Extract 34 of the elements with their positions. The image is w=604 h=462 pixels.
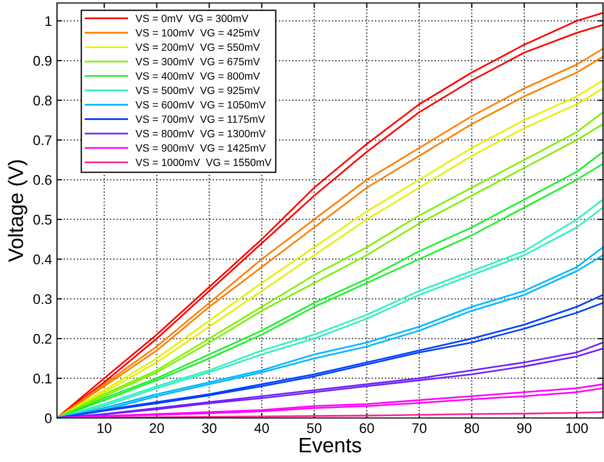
y-tick-label: 0 <box>44 413 52 424</box>
legend-label: VS = 300mV VG = 675mV <box>136 58 260 66</box>
legend-label: VS = 200mV VG = 550mV <box>136 44 260 51</box>
legend-label: VS = 600mV VG = 1050mV <box>136 101 266 108</box>
legend-label: VS = 500mV VG = 925mV <box>136 86 260 94</box>
x-tick-label: 50 <box>307 423 322 434</box>
x-tick-label: 40 <box>254 423 269 434</box>
x-tick-label: 70 <box>412 423 426 434</box>
y-tick-label: 0.7 <box>33 135 52 146</box>
y-tick-label: 0.9 <box>33 56 52 66</box>
y-tick-label: 0.5 <box>33 214 52 225</box>
legend-label: VS = 0mV VG = 300mV <box>136 14 248 22</box>
y-tick-label: 0.1 <box>33 374 52 384</box>
legend-label: VS = 800mV VG = 1300mV <box>136 130 266 138</box>
y-tick-label: 1 <box>45 16 52 26</box>
legend-label: VS = 400mV VG = 800mV <box>136 72 260 80</box>
legend-label: VS = 100mV VG = 425mV <box>136 29 260 36</box>
y-tick-label: 0.6 <box>33 175 52 185</box>
legend-label: VS = 900mV VG = 1425mV <box>136 144 266 152</box>
x-tick-label: 20 <box>150 423 164 434</box>
x-tick-label: 90 <box>517 423 532 434</box>
x-tick-label: 30 <box>202 423 216 434</box>
x-axis-title: Events <box>300 438 362 452</box>
y-tick-label: 0.4 <box>33 254 52 264</box>
x-tick-label: 80 <box>464 423 479 434</box>
x-tick-label: 100 <box>566 423 588 434</box>
y-axis-title: Voltage (V) <box>8 160 28 262</box>
y-tick-label: 0.2 <box>33 334 52 344</box>
legend-label: VS = 700mV VG = 1175mV <box>136 116 265 123</box>
y-tick-label: 0.8 <box>33 96 52 106</box>
legend-label: VS = 1000mV VG = 1550mV <box>136 158 272 166</box>
x-tick-label: 60 <box>360 423 374 434</box>
x-tick-label: 10 <box>98 423 112 434</box>
y-tick-label: 0.3 <box>33 294 52 304</box>
